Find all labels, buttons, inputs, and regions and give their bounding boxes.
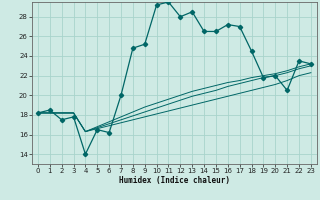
X-axis label: Humidex (Indice chaleur): Humidex (Indice chaleur) [119,176,230,185]
